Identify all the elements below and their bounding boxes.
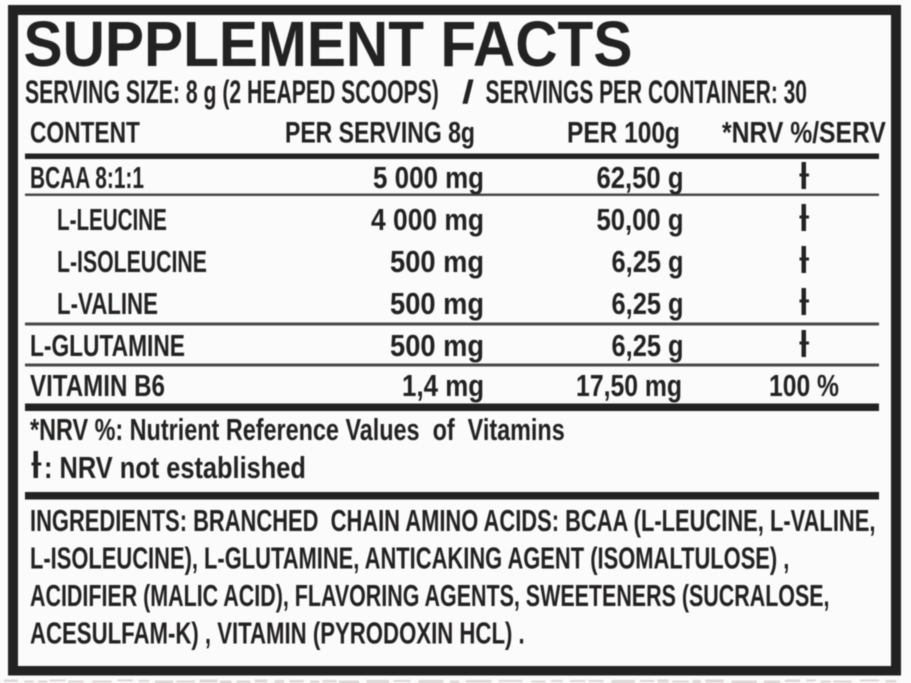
svg-text:L-ISOLEUCINE: L-ISOLEUCINE <box>57 244 207 279</box>
svg-text:17,50 mg: 17,50 mg <box>576 369 682 403</box>
svg-text:SUPPLEMENT FACTS: SUPPLEMENT FACTS <box>24 9 633 81</box>
svg-text:L-ISOLEUCINE), L-GLUTAMINE, AN: L-ISOLEUCINE), L-GLUTAMINE, ANTICAKING A… <box>30 541 789 576</box>
svg-text:VITAMIN B6: VITAMIN B6 <box>30 368 165 402</box>
svg-text:L-LEUCINE: L-LEUCINE <box>57 202 167 237</box>
svg-text:1,4 mg: 1,4 mg <box>402 368 484 403</box>
svg-text:L-GLUTAMINE: L-GLUTAMINE <box>30 329 185 363</box>
svg-text:*NRV %/SERV: *NRV %/SERV <box>722 115 886 149</box>
svg-text:6,25 g: 6,25 g <box>612 245 684 279</box>
svg-text:50,00 g: 50,00 g <box>597 202 684 237</box>
svg-text:500 mg: 500 mg <box>390 246 484 280</box>
svg-text:ACESULFAM-K) , VITAMIN (PYRODO: ACESULFAM-K) , VITAMIN (PYRODOXIN HCL) . <box>30 616 525 651</box>
svg-text:4 000 mg: 4 000 mg <box>371 203 484 237</box>
svg-text:/: / <box>462 74 474 111</box>
svg-text:62,50 g: 62,50 g <box>597 160 684 195</box>
svg-text:100 %: 100 % <box>769 369 839 403</box>
svg-text:500 mg: 500 mg <box>390 288 484 322</box>
svg-text:: NRV not established: : NRV not established <box>44 451 306 486</box>
svg-text:*NRV %: Nutrient Reference Val: *NRV %: Nutrient Reference Values of Vit… <box>30 412 565 447</box>
svg-text:PER SERVING 8g: PER SERVING 8g <box>285 116 475 149</box>
svg-text:ACIDIFIER (MALIC ACID), FLAVOR: ACIDIFIER (MALIC ACID), FLAVORING AGENTS… <box>30 578 830 613</box>
svg-text:PER 100g: PER 100g <box>567 115 680 149</box>
svg-text:5 000 mg: 5 000 mg <box>373 160 484 194</box>
svg-text:SERVING SIZE: 8 g (2 HEAPED SC: SERVING SIZE: 8 g (2 HEAPED SCOOPS) <box>25 73 439 110</box>
svg-text:SERVINGS PER CONTAINER: 30: SERVINGS PER CONTAINER: 30 <box>486 73 807 110</box>
svg-text:BCAA 8:1:1: BCAA 8:1:1 <box>30 160 144 195</box>
svg-text:CONTENT: CONTENT <box>30 116 140 150</box>
svg-text:L-VALINE: L-VALINE <box>57 287 158 321</box>
svg-text:500 mg: 500 mg <box>390 330 484 364</box>
svg-text:INGREDIENTS: BRANCHED CHAIN A: INGREDIENTS: BRANCHED CHAIN AMINO ACIDS:… <box>30 503 875 538</box>
svg-text:6,25 g: 6,25 g <box>612 329 684 363</box>
svg-text:6,25 g: 6,25 g <box>612 287 684 321</box>
